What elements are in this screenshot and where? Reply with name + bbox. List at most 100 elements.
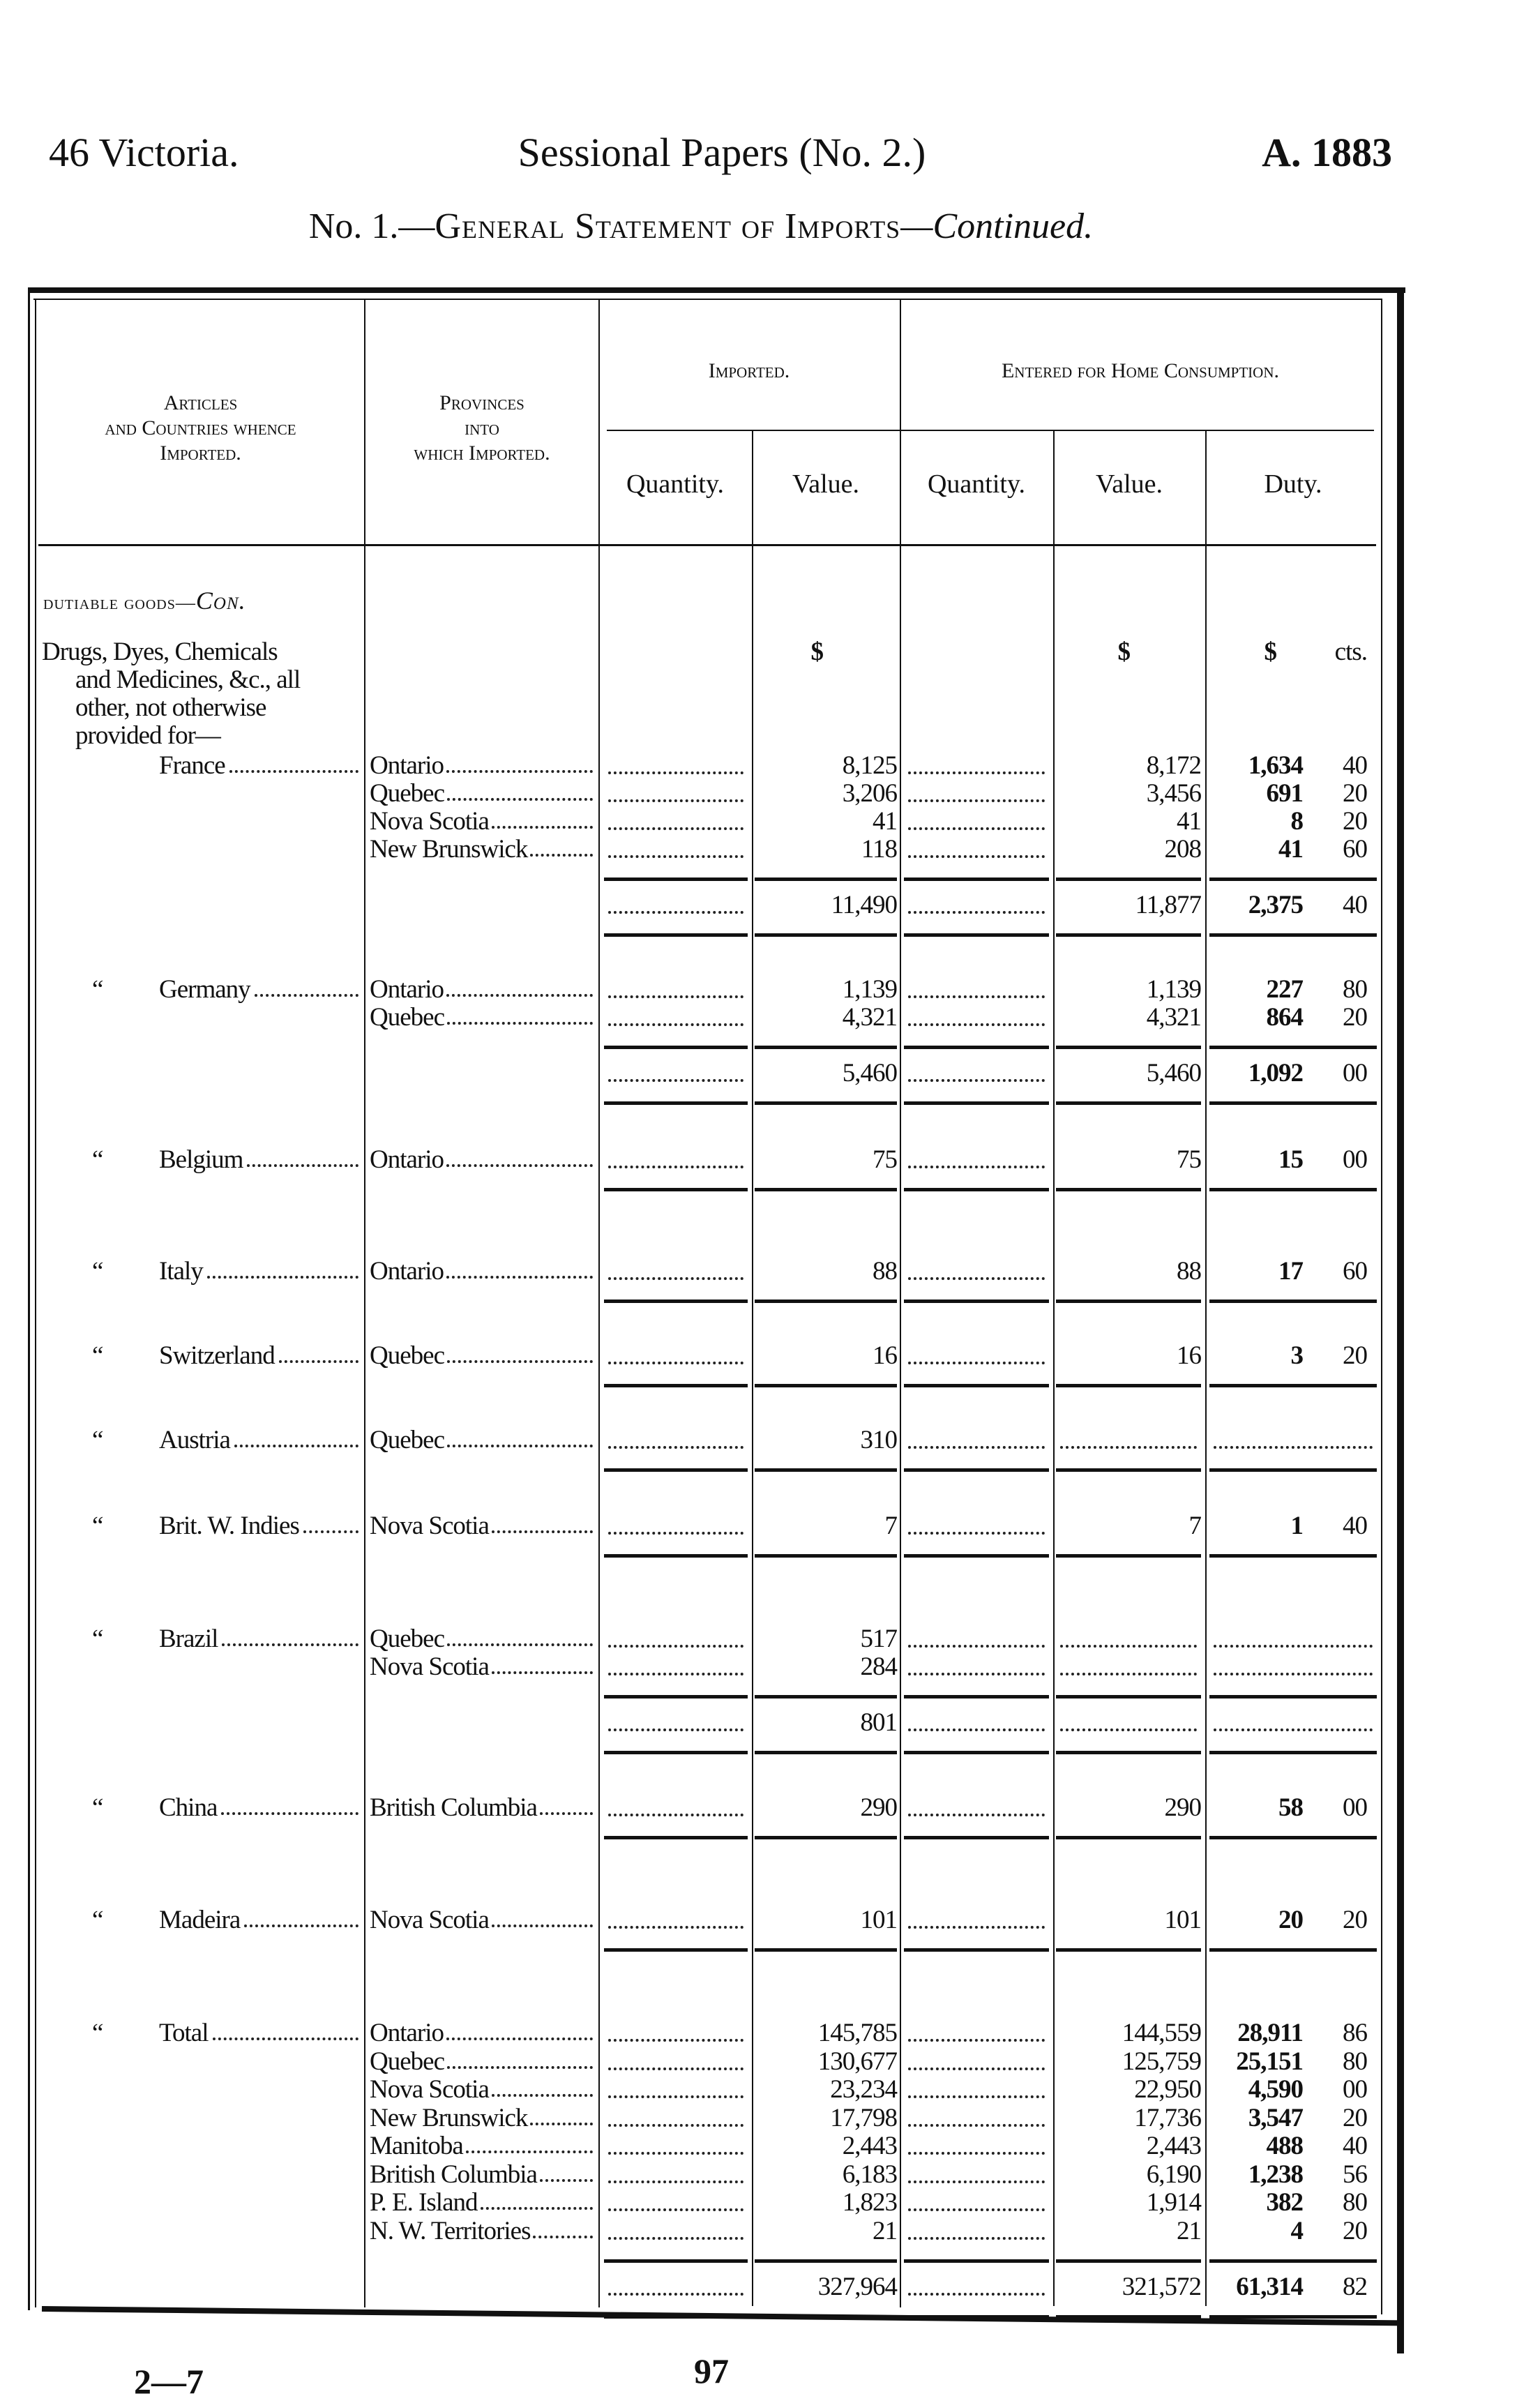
separator-rule (1056, 877, 1201, 881)
province-label: Nova Scotia (370, 808, 490, 836)
duty-cents: 40 (1343, 751, 1368, 780)
running-head-right: A. 1883 (1262, 130, 1392, 175)
dot-leader (447, 1426, 593, 1447)
duty-dollars: 691 (1266, 779, 1304, 808)
header-imported-quantity: Quantity. (626, 469, 724, 499)
duty-cents: 60 (1343, 1257, 1368, 1286)
header-articles-line: Imported. (160, 442, 241, 465)
imported-quantity-leader (608, 2039, 743, 2042)
separator-rule (1056, 1751, 1201, 1754)
separator-rule (1209, 1948, 1377, 1952)
province-label: New Brunswick (370, 2104, 528, 2132)
entered-quantity-leader (908, 1673, 1045, 1675)
duty-dollars: 3,547 (1248, 2103, 1304, 2132)
country-name: Switzerland (159, 1342, 275, 1370)
ditto-mark: “ (92, 1426, 103, 1454)
duty-cents: 40 (1343, 1512, 1368, 1540)
province-label: Ontario (370, 752, 444, 780)
separator-rule (604, 1948, 748, 1952)
separator-rule (1056, 1836, 1201, 1839)
imported-quantity-leader (608, 1532, 743, 1535)
imported-value: 3,206 (842, 779, 898, 808)
imported-quantity-leader (608, 1277, 743, 1280)
title-caps: General Statement of Imports (435, 206, 901, 246)
dot-leader (229, 752, 358, 773)
dot-leader (446, 1258, 593, 1279)
header-provinces-line: Provinces (439, 391, 524, 414)
entered-quantity-leader (908, 1645, 1045, 1648)
separator-rule (604, 1101, 748, 1105)
province-label: Ontario (370, 1146, 444, 1174)
entered-value: 21 (1177, 2216, 1202, 2245)
entered-value: 6,190 (1146, 2160, 1202, 2189)
separator-rule (904, 933, 1049, 937)
country-label: China (159, 1794, 361, 1822)
duty-leader (1214, 1673, 1373, 1675)
entered-value: 41 (1177, 807, 1202, 836)
article-description-line: Drugs, Dyes, Chemicals (42, 638, 278, 666)
imported-value: 284 (860, 1652, 898, 1681)
separator-rule (1056, 933, 1201, 937)
dot-leader (221, 1794, 358, 1815)
imported-quantity-leader (608, 2067, 743, 2070)
entered-value: 101 (1164, 1906, 1202, 1934)
entered-quantity-leader (908, 1728, 1045, 1731)
imported-quantity-leader (608, 1166, 743, 1168)
imported-value: 145,785 (817, 2019, 898, 2047)
dot-leader (530, 836, 593, 857)
province-name: Quebec (370, 1426, 594, 1454)
province-name: Quebec (370, 1004, 594, 1032)
ditto-mark: “ (92, 1341, 103, 1370)
imported-value: 21 (873, 2216, 898, 2245)
entered-quantity-leader (908, 1277, 1045, 1280)
duty-cents: 56 (1343, 2160, 1368, 2189)
imported-quantity-leader (608, 1814, 743, 1816)
province-name: Nova Scotia (370, 1512, 594, 1540)
duty-dollars: 58 (1278, 1793, 1304, 1822)
separator-rule (1056, 1695, 1201, 1698)
entered-quantity-leader (908, 827, 1045, 830)
separator-rule (755, 933, 897, 937)
province-label: British Columbia (370, 2160, 538, 2189)
article-description-line: provided for— (75, 721, 221, 750)
dot-leader (465, 2132, 593, 2153)
running-head-center: Sessional Papers (No. 2.) (518, 130, 926, 175)
separator-rule (604, 1046, 748, 1049)
country-name: China (159, 1794, 218, 1822)
dot-leader (447, 1625, 593, 1646)
separator-rule (1209, 1751, 1377, 1754)
separator-rule (1056, 2314, 1201, 2319)
imported-value: 17,798 (830, 2103, 898, 2132)
province-name: New Brunswick (370, 2104, 594, 2132)
province-name: Quebec (370, 1625, 594, 1653)
imported-quantity-leader (608, 995, 743, 998)
province-label: Quebec (370, 780, 445, 808)
ditto-mark: “ (92, 1257, 103, 1286)
section-label-suffix: Con. (195, 587, 246, 615)
separator-rule (755, 1101, 897, 1105)
separator-rule (1209, 1046, 1377, 1049)
country-name: Brazil (159, 1625, 218, 1653)
table-right-border (1397, 287, 1404, 2353)
imported-value: 290 (860, 1793, 898, 1822)
dot-leader (278, 1342, 358, 1363)
separator-rule (755, 1751, 897, 1754)
separator-rule (904, 2314, 1049, 2319)
column-divider (900, 299, 901, 2307)
dot-leader (212, 2019, 358, 2040)
duty-dollars: 61,314 (1236, 2272, 1304, 2301)
province-label: P. E. Island (370, 2189, 478, 2217)
imported-quantity-leader (608, 1728, 743, 1731)
entered-quantity-leader (908, 1079, 1045, 1082)
imported-quantity-leader (608, 1079, 743, 1082)
entered-value-leader (1060, 1673, 1197, 1675)
imported-quantity-leader (608, 2152, 743, 2155)
duty-dollars: 227 (1266, 975, 1304, 1004)
table-right-inner-border (1381, 299, 1382, 2314)
province-label: Ontario (370, 976, 444, 1004)
header-articles-line: Articles (163, 391, 238, 414)
entered-value: 16 (1177, 1341, 1202, 1370)
imported-quantity-leader (608, 1645, 743, 1648)
entered-quantity-leader (908, 1926, 1045, 1929)
separator-rule (1209, 1836, 1377, 1839)
